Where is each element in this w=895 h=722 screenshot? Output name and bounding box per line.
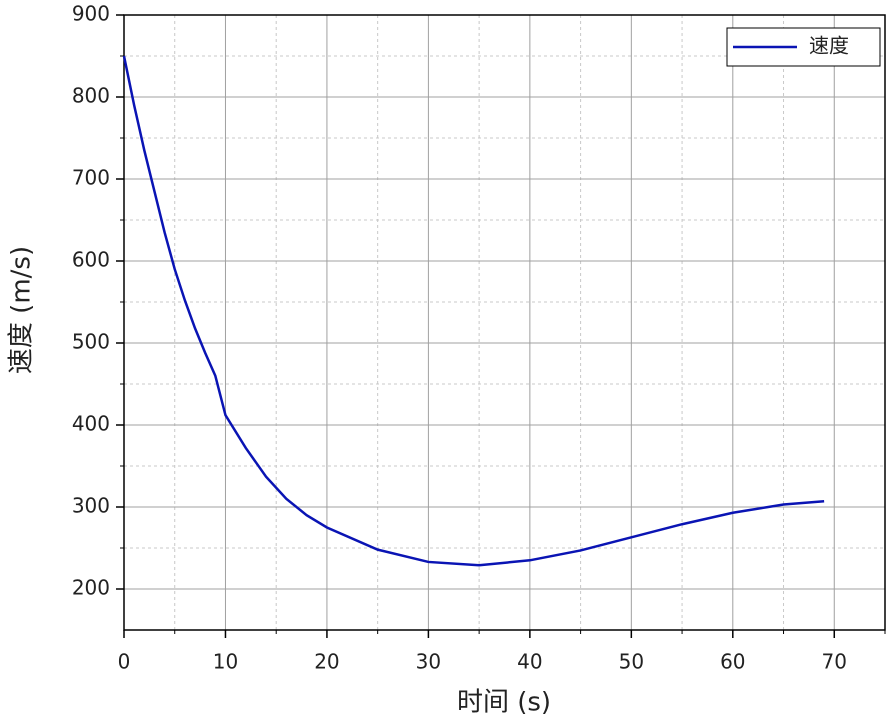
x-tick-label: 0 [118,650,131,674]
y-tick-label: 200 [72,576,110,600]
y-tick-label: 500 [72,330,110,354]
y-tick-label: 600 [72,248,110,272]
y-axis-title: 速度 (m/s) [7,246,37,374]
y-tick-label: 700 [72,166,110,190]
x-axis-title: 时间 (s) [457,688,551,718]
line-series [122,55,825,567]
y-tick-label: 900 [72,2,110,26]
x-tick-label: 10 [213,650,238,674]
x-tick-label: 40 [517,650,542,674]
y-tick-label: 800 [72,84,110,108]
x-tick-label: 50 [619,650,644,674]
legend-label: 速度 [809,34,849,58]
y-tick-label: 300 [72,494,110,518]
x-tick-label: 60 [720,650,745,674]
plot-frame [123,14,886,631]
x-tick-label: 70 [822,650,847,674]
x-tick-label: 20 [314,650,339,674]
x-tick-label: 30 [416,650,441,674]
y-tick-label: 400 [72,412,110,436]
